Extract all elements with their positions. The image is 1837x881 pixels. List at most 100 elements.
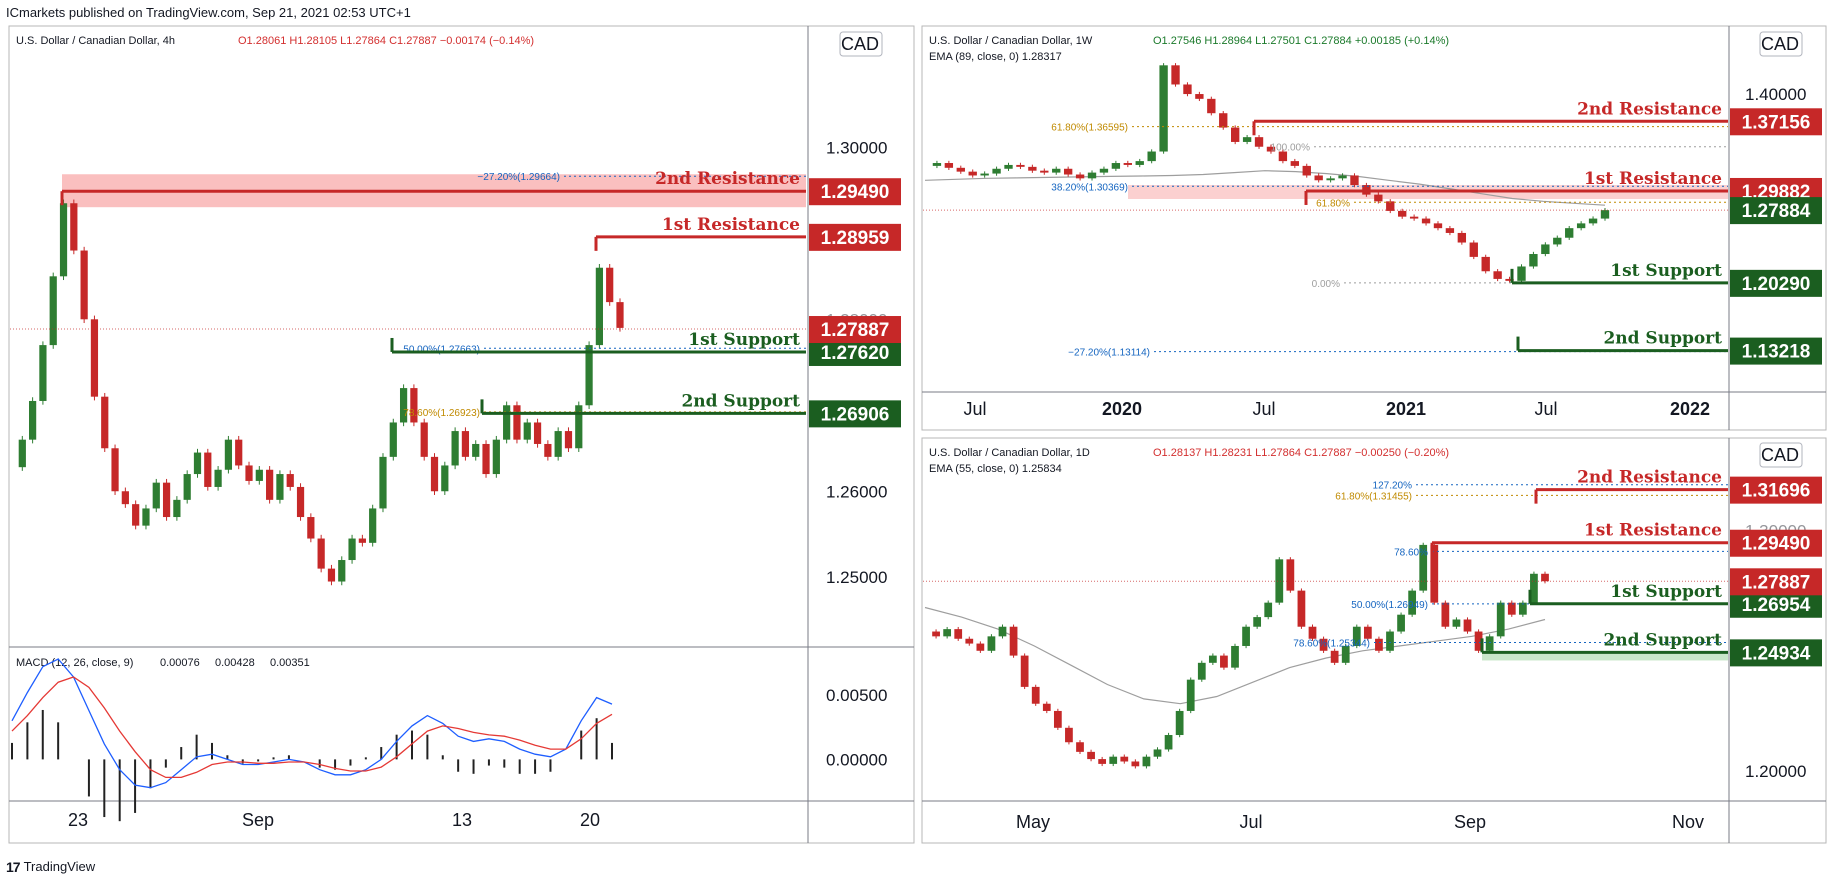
candle-body (1553, 237, 1562, 245)
candle-body (956, 167, 965, 172)
time-tick-label: 2022 (1670, 399, 1710, 419)
candle-body (338, 560, 346, 582)
candle-body (1419, 544, 1428, 591)
candle-body (1517, 266, 1526, 281)
candle-body (1314, 175, 1323, 181)
candle-body (245, 465, 253, 481)
candle-body (492, 439, 500, 475)
tradingview-brand[interactable]: TradingView (23, 859, 96, 874)
price-tag-value: 1.27620 (821, 343, 890, 364)
candle-body (1408, 590, 1417, 615)
candle-body (1352, 626, 1361, 646)
candle-body (1290, 161, 1299, 166)
price-tag-value: 1.37156 (1742, 112, 1811, 133)
level-label: 2nd Resistance (655, 169, 800, 189)
footer: 17 TradingView (0, 855, 95, 879)
candle-body (1330, 650, 1339, 663)
price-tag (1730, 269, 1822, 297)
candle-body (932, 631, 940, 637)
candle-body (39, 345, 47, 401)
last-price-value: 1.27884 (1742, 201, 1811, 222)
publisher-header: ICmarkets published on TradingView.com, … (6, 5, 411, 20)
level-label: 2nd Support (1603, 329, 1722, 349)
candle-body (944, 163, 954, 168)
price-tag-value: 1.26906 (821, 404, 890, 425)
fib-level-label: 38.20%(1.30369) (1051, 182, 1128, 193)
candle-body (1518, 602, 1527, 615)
candle-body (1338, 175, 1347, 179)
last-price-tag (1730, 197, 1822, 225)
candle-body (1075, 174, 1085, 179)
candle-body (585, 345, 593, 406)
currency-label: CAD (1761, 445, 1799, 465)
candle-body (1588, 218, 1598, 224)
candle-body (575, 405, 583, 449)
candle-body (1386, 201, 1395, 211)
candle-body (1135, 161, 1144, 165)
candle-body (1219, 113, 1228, 128)
candle-body (1254, 137, 1264, 147)
time-tick-label: 23 (68, 810, 88, 830)
price-tag-value: 1.13218 (1742, 342, 1811, 363)
currency-label: CAD (841, 34, 879, 54)
candle-body (379, 456, 387, 509)
ema-line (924, 170, 1606, 206)
tradingview-logo-icon[interactable]: 17 (6, 859, 21, 875)
last-price-tag (1730, 568, 1822, 596)
charts-canvas[interactable]: U.S. Dollar / Canadian Dollar, 4h O1.2806… (0, 0, 1837, 855)
price-tag (809, 338, 901, 366)
candle-body (101, 396, 109, 449)
candle-body (1275, 559, 1284, 603)
candle-body (420, 422, 428, 457)
candle-body (255, 469, 263, 481)
weekly-chart[interactable]: U.S. Dollar / Canadian Dollar, 1W O1.2754… (923, 31, 1822, 419)
candle-body (1208, 655, 1217, 663)
candle-body (954, 629, 963, 639)
left-chart[interactable]: U.S. Dollar / Canadian Dollar, 4h O1.2806… (10, 31, 901, 830)
candle-body (1397, 614, 1405, 632)
candle-body (1308, 626, 1317, 639)
candle-body (1266, 146, 1276, 152)
candle-body (152, 482, 160, 509)
ohlc-readout: O1.28061 H1.28105 L1.27864 C1.27887 −0.0… (238, 35, 534, 47)
candle-body (1409, 216, 1419, 219)
candle-body (1541, 573, 1549, 582)
daily-panel-frame (921, 437, 1827, 844)
price-tag-value: 1.24934 (1742, 643, 1811, 664)
candle-body (1123, 163, 1132, 165)
time-tick-label: 2021 (1386, 399, 1426, 419)
candle-body (513, 405, 521, 440)
candle-body (564, 431, 573, 449)
candle-body (1028, 166, 1037, 171)
macd-tick-label: 0.00000 (826, 750, 887, 769)
candle-body (943, 629, 952, 637)
daily-chart[interactable]: U.S. Dollar / Canadian Dollar, 1D O1.2813… (923, 442, 1822, 832)
candle-body (606, 267, 614, 303)
candle-body (998, 626, 1007, 637)
chart-title: U.S. Dollar / Canadian Dollar, 1D (929, 447, 1090, 459)
ema-legend: EMA (89, close, 0) 1.28317 (929, 51, 1062, 63)
candle-body (317, 538, 325, 569)
candle-body (389, 422, 397, 457)
candle-body (1452, 619, 1461, 627)
candle-body (1507, 602, 1516, 615)
candle-body (503, 405, 511, 440)
last-price-value: 1.27887 (1742, 572, 1811, 593)
macd-value: 0.00351 (270, 657, 310, 669)
candle-body (1195, 94, 1204, 99)
time-tick-label: 13 (452, 810, 472, 830)
candle-body (1131, 761, 1140, 767)
candle-body (1087, 172, 1097, 179)
candle-body (1142, 756, 1151, 767)
level-label: 1st Resistance (1584, 169, 1722, 189)
candle-body (1231, 127, 1240, 142)
candle-body (976, 643, 985, 651)
level-label: 1st Resistance (1584, 521, 1722, 541)
macd-legend: MACD (12, 26, close, 9) (16, 657, 133, 669)
candle-body (235, 439, 243, 466)
chart-title: U.S. Dollar / Canadian Dollar, 4h (16, 35, 175, 47)
signal-line (11, 676, 613, 779)
candle-body (1278, 151, 1288, 162)
fib-level-label: 78.60%(1.25344) (1293, 639, 1370, 650)
ohlc-readout: O1.28137 H1.28231 L1.27864 C1.27887 −0.0… (1153, 447, 1449, 459)
